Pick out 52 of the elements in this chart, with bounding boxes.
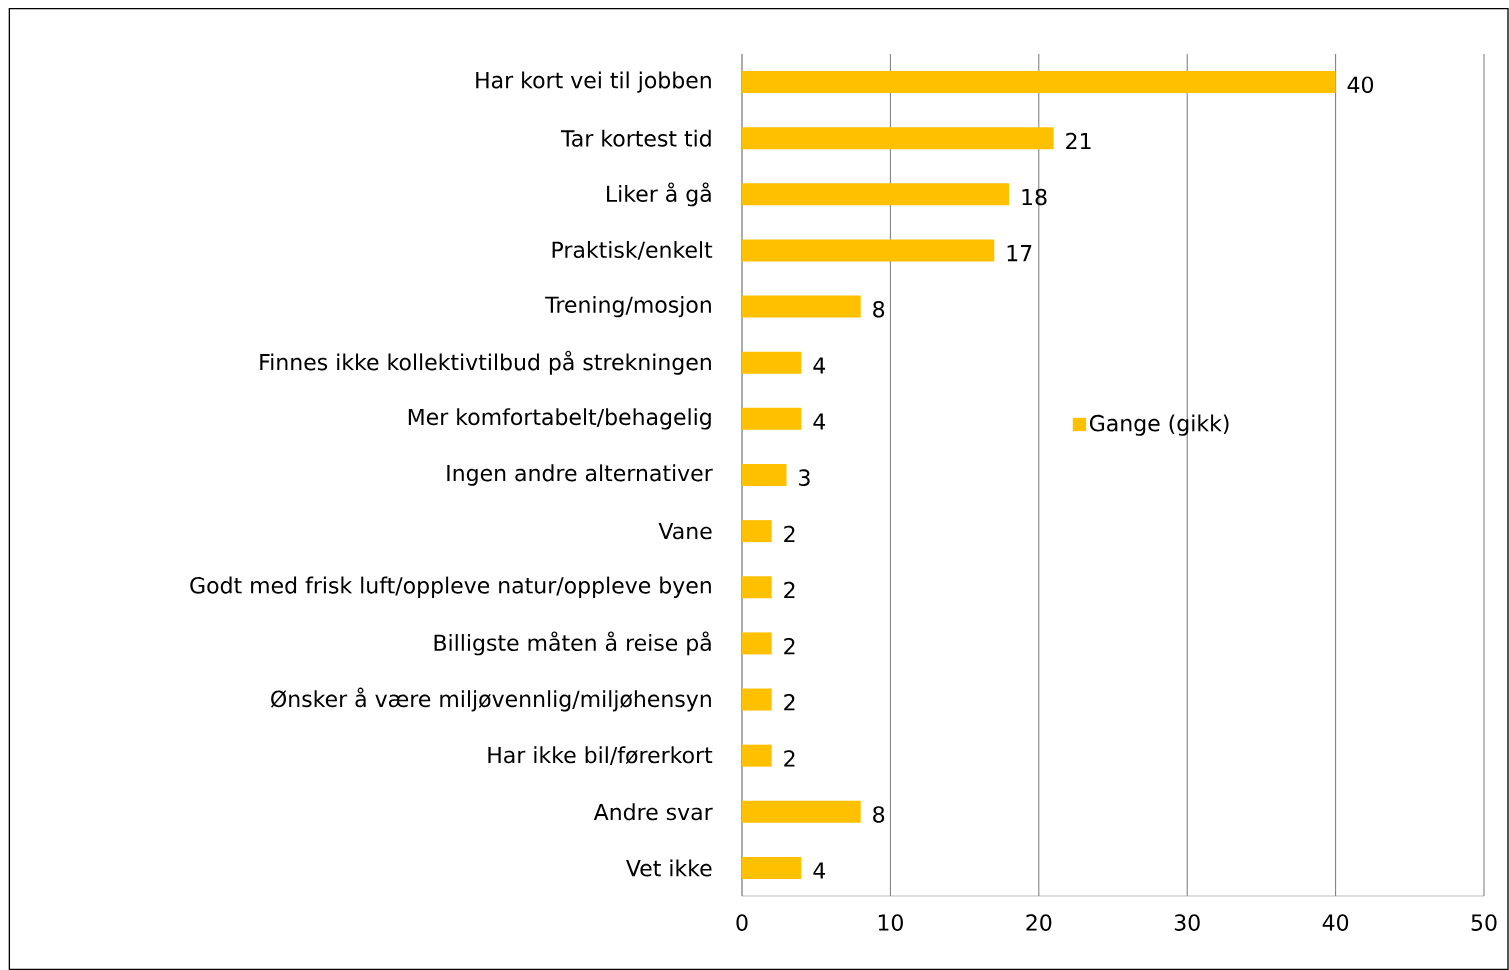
bar (742, 856, 802, 879)
bar (742, 351, 802, 374)
y-tick-label: Ønsker å være miljøvennlig/miljøhensyn (271, 687, 711, 712)
data-label: 2 (784, 637, 795, 655)
bar (742, 127, 1054, 150)
data-label: 2 (784, 750, 795, 767)
y-tick-label: Godt med frisk luft/oppleve natur/oppleve byen (190, 576, 711, 598)
data-label: 4 (813, 413, 826, 430)
y-tick-label: Mer komfortabelt/behagelig (408, 408, 711, 430)
x-tick-label: 30 (1174, 914, 1200, 931)
data-label: 3 (799, 469, 810, 486)
data-label: 40 (1347, 76, 1374, 94)
bar (742, 239, 995, 262)
bar (742, 688, 772, 711)
bar (742, 183, 1010, 206)
bar (742, 71, 1336, 94)
y-tick-label: Vet ikke (626, 859, 712, 877)
x-tick-label: 50 (1471, 914, 1497, 931)
x-tick-label: 10 (878, 914, 903, 931)
bar (742, 632, 772, 655)
bar (742, 800, 861, 823)
y-tick-label: Ingen andre alternativer (447, 464, 713, 486)
data-label: 18 (1022, 188, 1047, 206)
legend-label: Gange (gikk) (1089, 414, 1229, 436)
data-label: 2 (784, 525, 795, 542)
x-tick-label: 0 (736, 914, 748, 931)
data-label: 2 (784, 581, 795, 599)
bar (742, 520, 772, 543)
x-tick-label: 40 (1322, 914, 1349, 931)
y-tick-label: Vane (658, 522, 712, 540)
bar (742, 576, 772, 599)
bar (742, 407, 802, 430)
y-tick-label: Har kort vei til jobben (476, 71, 711, 93)
data-label: 21 (1066, 132, 1091, 150)
y-tick-label: Andre svar (593, 803, 713, 821)
data-label: 8 (873, 806, 885, 823)
y-tick-label: Tar kortest tid (560, 129, 711, 147)
x-tick-label: 20 (1026, 914, 1052, 931)
bar (742, 464, 787, 486)
y-tick-label: Praktisk/enkelt (552, 241, 713, 260)
y-tick-label: Liker å gå (607, 182, 711, 207)
data-label: 17 (1007, 245, 1032, 262)
bar (742, 744, 772, 767)
y-tick-label: Trening/mosjon (545, 295, 711, 318)
bar (742, 295, 861, 318)
y-tick-label: Finnes ikke kollektivtilbud på strekningen (260, 350, 711, 375)
data-label: 8 (873, 300, 885, 318)
data-label: 4 (813, 357, 826, 374)
y-tick-label: Har ikke bil/førerkort (488, 746, 713, 766)
y-tick-label: Billigste måten å reise på (434, 631, 711, 656)
data-label: 2 (784, 694, 795, 711)
data-label: 4 (813, 862, 826, 879)
